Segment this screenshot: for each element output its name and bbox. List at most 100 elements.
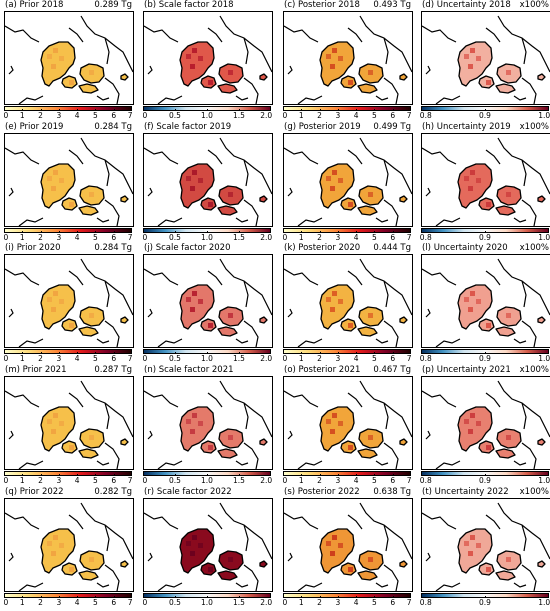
hotspot-cell (476, 421, 481, 426)
tick-label: 6 (390, 354, 396, 363)
coastline (521, 77, 537, 104)
tick-label: 2 (317, 233, 322, 242)
coastline (347, 514, 363, 530)
coastline (104, 524, 110, 552)
tick-mark (374, 352, 376, 354)
tick-mark (356, 352, 358, 354)
hotspot-cell (506, 70, 511, 75)
panel-label: (f) Scale factor 2019 (144, 122, 232, 132)
coastline (18, 217, 44, 226)
tick-mark (143, 231, 144, 233)
coastline (104, 442, 120, 469)
units-label: x100% (519, 487, 549, 497)
units-label: x100% (519, 365, 549, 375)
total-emission-label: 0.499 Tg (373, 122, 411, 132)
bornholm-region (120, 195, 129, 203)
coastline (513, 217, 527, 223)
coastline (297, 217, 323, 226)
bornholm-region (399, 195, 408, 203)
lolland-region (357, 326, 378, 337)
coastline (435, 217, 461, 226)
tick-mark (392, 109, 394, 111)
panel-label: (c) Posterior 2018 (284, 0, 360, 10)
coastline (287, 308, 293, 318)
tick-label: 0.9 (479, 111, 491, 120)
tick-label: 0.5 (169, 233, 181, 242)
tick-mark (301, 109, 303, 111)
map-svg (5, 380, 133, 469)
hotspot-cell (51, 551, 56, 556)
jutland-region (40, 406, 76, 452)
tick-mark (410, 474, 411, 476)
coastline (284, 512, 319, 530)
tick-mark (239, 474, 240, 476)
coastline (347, 392, 363, 408)
map-panel-scale-2022: (r) Scale factor 2022 0 0.5 1.0 1.5 2.0 (143, 487, 273, 607)
coastline (243, 37, 249, 65)
coastline (375, 217, 389, 223)
tick-label: 1.0 (201, 598, 213, 607)
colorbar (283, 471, 411, 476)
hotspot-cell (47, 297, 52, 302)
tick-label: 0.9 (479, 354, 491, 363)
hotspot-cell (338, 421, 343, 426)
colorbar-ticks: 0 1 2 3 4 5 6 7 (4, 474, 132, 486)
jutland-region (40, 528, 76, 574)
tick-mark (485, 352, 486, 354)
coastline (521, 402, 527, 430)
hotspot-cell (51, 186, 56, 191)
coastline (375, 338, 389, 344)
coastline (521, 320, 537, 347)
coastline (243, 320, 259, 347)
tick-label: 1.5 (233, 233, 245, 242)
colorbar-ticks: 0.8 0.9 1.0 (420, 231, 550, 243)
hotspot-cell (330, 429, 335, 434)
map-svg (5, 15, 133, 104)
coastline (347, 149, 363, 165)
coastline (104, 159, 110, 187)
map-area (421, 254, 550, 348)
colorbar-ticks: 0 0.5 1.0 1.5 2.0 (143, 352, 272, 364)
coastline (96, 460, 110, 466)
coastline (235, 338, 249, 344)
hotspot-cell (228, 192, 233, 197)
coastline (96, 217, 110, 223)
map-panel-prior-2022: (q) Prior 2022 0.282 Tg 0 1 2 3 4 5 6 7 (4, 487, 134, 607)
tick-mark (548, 231, 549, 233)
map-svg (422, 137, 550, 226)
tick-mark (301, 596, 303, 598)
total-emission-label: 0.284 Tg (94, 243, 132, 253)
hotspot-cell (486, 323, 491, 328)
map-panel-uncertainty-2018: (d) Uncertainty 2018 x100% 0.8 0.9 1.0 (420, 0, 550, 121)
tick-label: 5 (372, 233, 377, 242)
jutland-region (40, 41, 76, 87)
map-svg (284, 380, 412, 469)
coastline (235, 460, 249, 466)
panel-label: (g) Posterior 2019 (284, 122, 361, 132)
colorbar-ticks: 0.8 0.9 1.0 (419, 596, 550, 608)
tick-label: 0.8 (419, 598, 432, 607)
colorbar-ticks: 0.8 0.9 1.0 (420, 109, 550, 121)
tick-label: 2 (38, 598, 43, 607)
panel-label: (k) Posterior 2020 (284, 243, 361, 253)
tick-mark (175, 352, 176, 354)
tick-label: 7 (127, 233, 133, 242)
tick-mark (337, 109, 339, 111)
coastline (243, 564, 259, 591)
panel-title: (r) Scale factor 2022 (143, 487, 272, 497)
tick-label: 1 (19, 476, 25, 485)
tick-mark (175, 231, 176, 233)
tick-mark (58, 596, 60, 598)
tick-label: 1.5 (233, 354, 245, 363)
lolland-region (217, 448, 238, 459)
map-svg (5, 258, 133, 347)
coastline (8, 430, 14, 440)
coastline (243, 77, 259, 104)
hotspot-cell (186, 297, 191, 302)
hotspot-cell (208, 202, 213, 207)
tick-mark (319, 231, 321, 233)
coastline (513, 338, 527, 344)
hotspot-cell (486, 567, 491, 572)
bornholm-region (537, 195, 546, 203)
